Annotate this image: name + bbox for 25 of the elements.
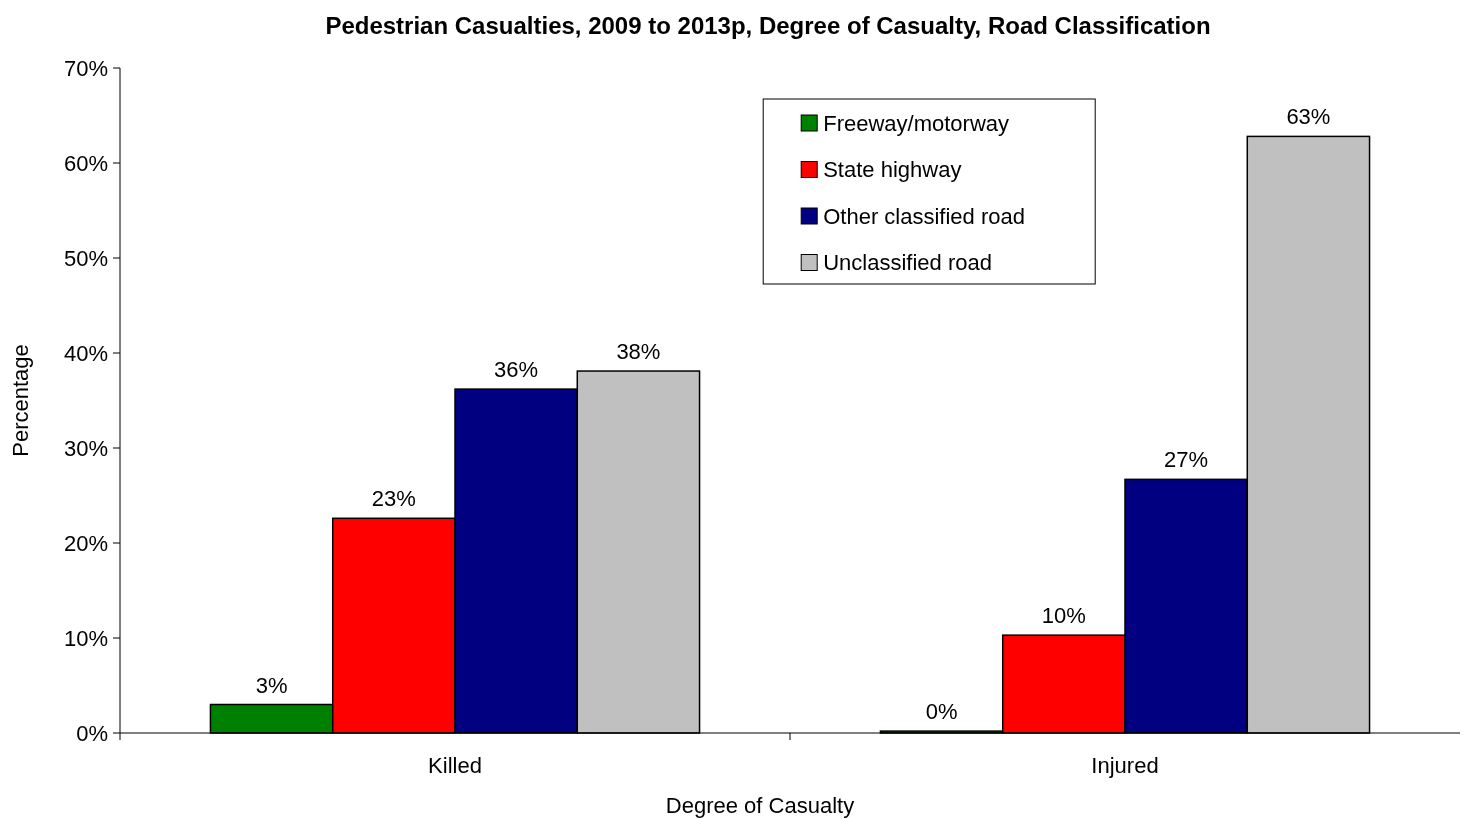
legend-label: Freeway/motorway: [823, 110, 1010, 136]
y-tick-label: 40%: [63, 340, 108, 366]
x-tick-label: Killed: [428, 753, 482, 778]
data-label: 38%: [616, 339, 661, 365]
data-label: 63%: [1286, 104, 1331, 130]
data-label: 23%: [371, 486, 416, 512]
data-label: 10%: [1041, 603, 1086, 629]
legend-label: State highway: [823, 157, 962, 183]
y-tick-label: 10%: [63, 625, 108, 651]
y-tick-label: 50%: [63, 245, 108, 271]
y-axis-title: Percentage: [8, 344, 33, 457]
chart-title: Pedestrian Casualties, 2009 to 2013p, Degree of Casualty, Road Classification: [325, 12, 1211, 39]
y-tick-label: 0%: [76, 720, 108, 746]
legend-label: Unclassified road: [823, 250, 992, 276]
y-tick-label: 30%: [63, 435, 108, 461]
y-tick-label: 60%: [63, 150, 108, 176]
legend-label: Other classified road: [823, 203, 1025, 229]
data-label: 27%: [1164, 447, 1209, 473]
data-label: 3%: [255, 672, 288, 698]
data-label: 0%: [925, 699, 958, 725]
y-tick-label: 70%: [63, 55, 108, 81]
x-tick-label: Injured: [1091, 753, 1159, 778]
x-axis-title: Degree of Casualty: [665, 793, 855, 818]
data-label: 36%: [494, 357, 539, 383]
y-tick-label: 20%: [63, 530, 108, 556]
